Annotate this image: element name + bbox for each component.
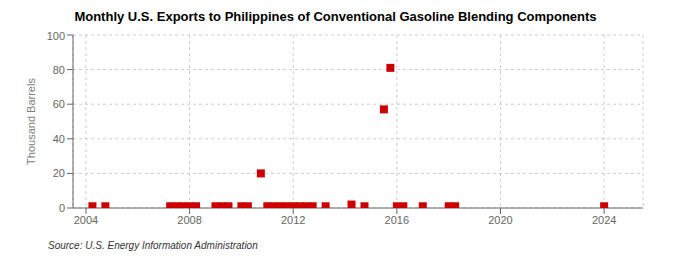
svg-text:2020: 2020 <box>488 214 512 226</box>
svg-text:100: 100 <box>47 30 65 42</box>
svg-text:80: 80 <box>53 64 65 76</box>
svg-text:2004: 2004 <box>74 214 98 226</box>
svg-text:0: 0 <box>59 202 65 214</box>
svg-text:2016: 2016 <box>385 214 409 226</box>
html-text:Source: U.S. Energy Informatio: Source: U.S. Energy Information Administ… <box>48 240 258 251</box>
svg-text:40: 40 <box>53 133 65 145</box>
svg-text:2024: 2024 <box>592 214 616 226</box>
html-text:Monthly U.S. Exports to Philip: Monthly U.S. Exports to Philippines of C… <box>74 9 597 24</box>
svg-text:60: 60 <box>53 98 65 110</box>
svg-text:2012: 2012 <box>281 214 305 226</box>
svg-text:20: 20 <box>53 167 65 179</box>
svg-text:Thousand Barrels: Thousand Barrels <box>25 78 37 165</box>
svg-text:2008: 2008 <box>177 214 201 226</box>
